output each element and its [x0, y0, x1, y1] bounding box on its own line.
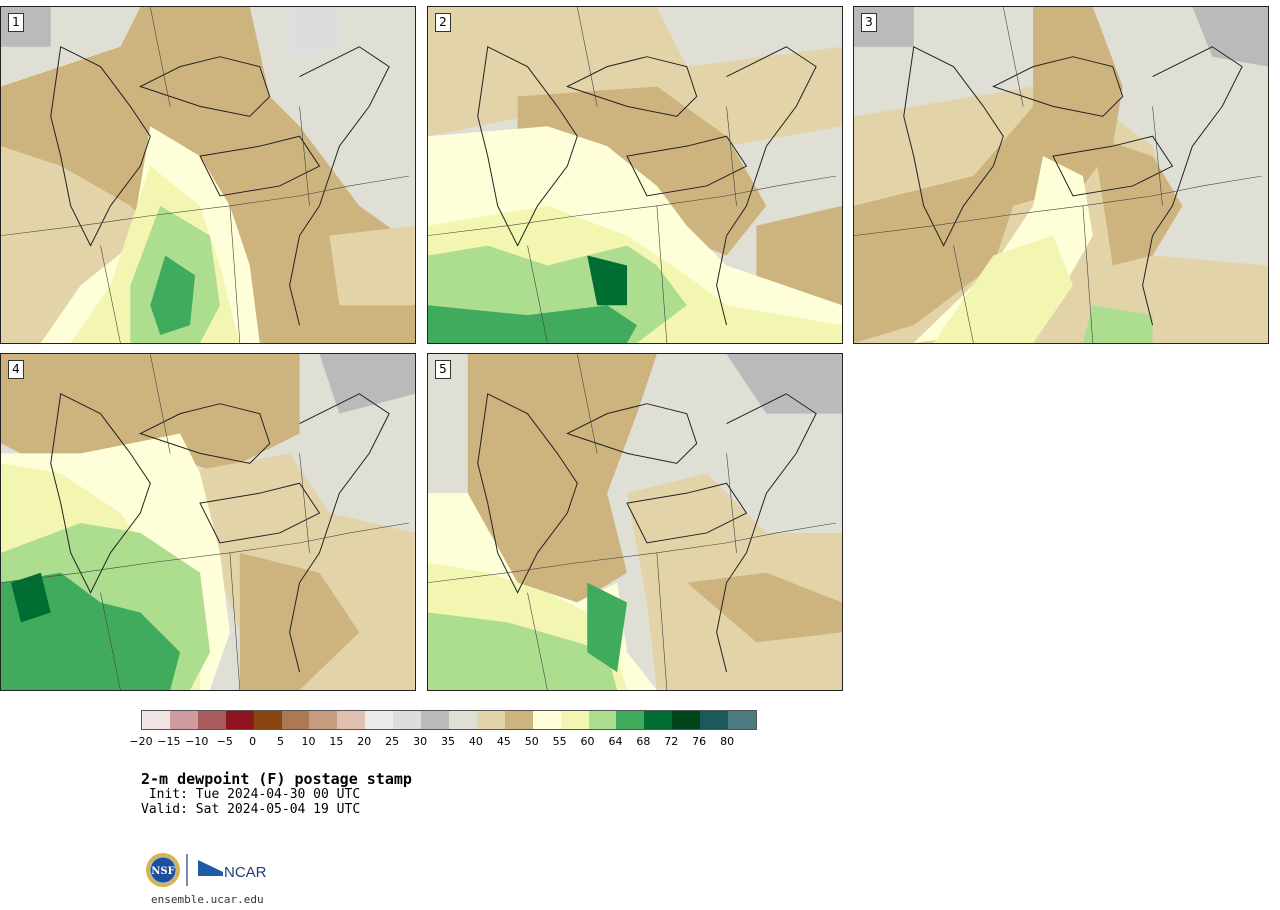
colorbar-tick-label: −5 — [216, 735, 233, 748]
colorbar-tick-label: 5 — [277, 735, 285, 748]
member-panel-5: 5 — [427, 353, 843, 691]
colorbar-segment — [281, 711, 310, 729]
colorbar-tick-label: −10 — [185, 735, 209, 748]
colorbar-segment — [504, 711, 533, 729]
member-panel-1: 1 — [0, 6, 416, 344]
colorbar-segment — [225, 711, 254, 729]
colorbar-segment — [588, 711, 617, 729]
colorbar-segment — [532, 711, 561, 729]
colorbar-tick-label: 60 — [580, 735, 595, 748]
member-number-label: 1 — [8, 13, 24, 32]
colorbar-tick-label: 64 — [608, 735, 623, 748]
colorbar-segment — [448, 711, 477, 729]
colorbar-tick-label: 76 — [692, 735, 707, 748]
dewpoint-map-4 — [1, 354, 415, 690]
colorbar-tick-label: 15 — [329, 735, 344, 748]
colorbar-segment — [728, 711, 756, 729]
colorbar-segment — [560, 711, 589, 729]
colorbar-tick-label: −20 — [129, 735, 153, 748]
member-number-label: 4 — [8, 360, 24, 379]
colorbar-segment — [365, 711, 394, 729]
chart-title: 2-m dewpoint (F) postage stamp — [141, 770, 412, 788]
colorbar-tick-labels: −20 −15 −10 −5 0 5 10 15 20 25 30 35 40 45 50 55 60 64 68 7… — [129, 735, 755, 749]
ncar-logo-text: NCAR — [224, 864, 267, 881]
colorbar-segment — [644, 711, 673, 729]
colorbar-segment — [337, 711, 366, 729]
colorbar-tick-label: 25 — [385, 735, 400, 748]
logos: NSF NCAR — [145, 852, 275, 888]
colorbar — [141, 710, 757, 730]
colorbar-segment — [476, 711, 505, 729]
site-url: ensemble.ucar.edu — [151, 893, 264, 906]
colorbar-segment — [421, 711, 449, 729]
dewpoint-map-1 — [1, 7, 415, 343]
colorbar-segment — [169, 711, 198, 729]
colorbar-tick-label: 45 — [496, 735, 511, 748]
colorbar-tick-label: 30 — [413, 735, 428, 748]
init-time: Init: Tue 2024-04-30 00 UTC — [141, 787, 361, 802]
colorbar-segment — [142, 711, 170, 729]
colorbar-tick-label: 35 — [441, 735, 455, 748]
colorbar-tick-label: 68 — [636, 735, 651, 748]
dewpoint-map-2 — [428, 7, 842, 343]
member-number-label: 3 — [861, 13, 877, 32]
colorbar-tick-label: 72 — [664, 735, 679, 748]
colorbar-tick-label: 80 — [720, 735, 735, 748]
nsf-logo-icon: NSF — [146, 853, 180, 887]
dewpoint-map-5 — [428, 354, 842, 690]
colorbar-segment — [616, 711, 645, 729]
colorbar-segment — [393, 711, 422, 729]
colorbar-tick-label: 0 — [249, 735, 257, 748]
colorbar-segment — [700, 711, 729, 729]
nsf-logo-text: NSF — [151, 866, 174, 877]
colorbar-tick-label: 20 — [357, 735, 372, 748]
colorbar-tick-label: 10 — [301, 735, 316, 748]
member-panel-3: 3 — [853, 6, 1269, 344]
colorbar-segment — [253, 711, 282, 729]
colorbar-tick-label: 50 — [524, 735, 539, 748]
colorbar-segment — [197, 711, 226, 729]
colorbar-segment — [672, 711, 701, 729]
ncar-logo-icon: NCAR — [198, 860, 267, 881]
member-number-label: 2 — [435, 13, 451, 32]
colorbar-tick-label: 55 — [552, 735, 567, 748]
dewpoint-map-3 — [854, 7, 1268, 343]
colorbar-segment — [309, 711, 338, 729]
colorbar-tick-label: 40 — [468, 735, 483, 748]
member-panel-2: 2 — [427, 6, 843, 344]
colorbar-tick-label: −15 — [157, 735, 181, 748]
member-panel-4: 4 — [0, 353, 416, 691]
member-number-label: 5 — [435, 360, 451, 379]
valid-time: Valid: Sat 2024-05-04 19 UTC — [141, 802, 361, 817]
